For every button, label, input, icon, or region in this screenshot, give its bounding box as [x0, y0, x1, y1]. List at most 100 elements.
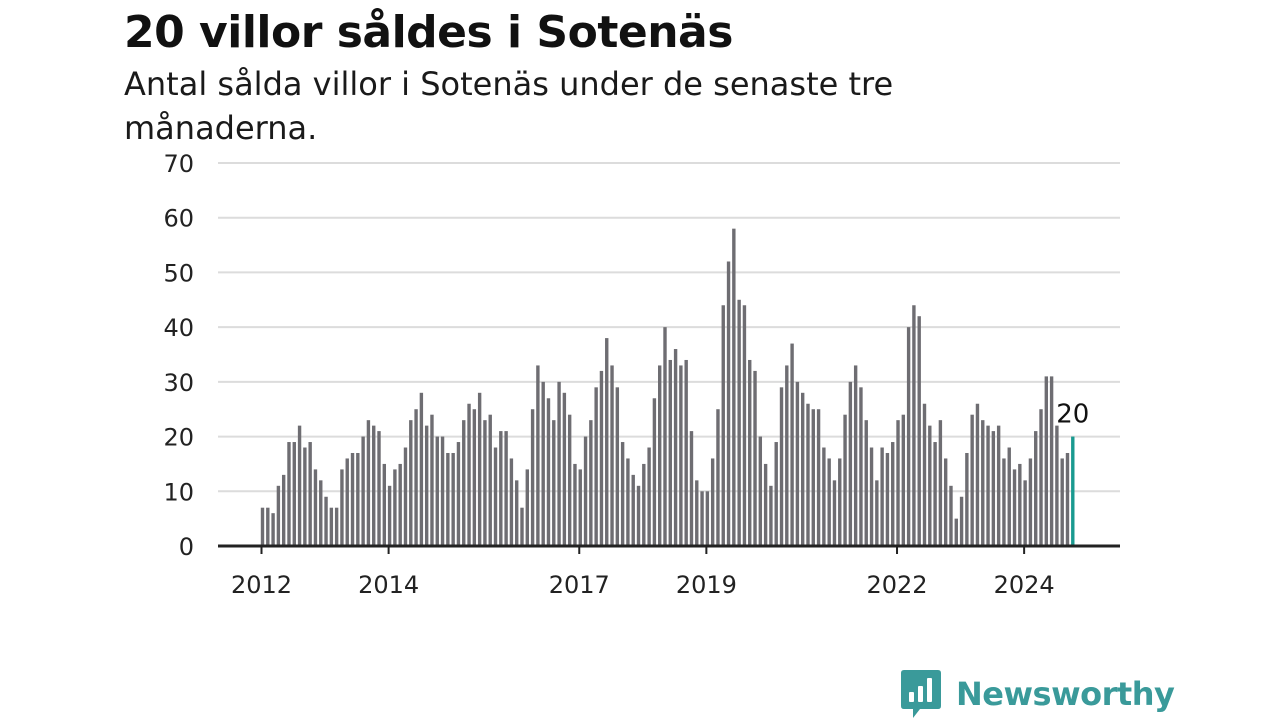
bar: [515, 480, 519, 546]
bar: [292, 442, 296, 546]
bar: [382, 463, 387, 546]
bar: [271, 513, 275, 546]
y-tick-label: 70: [163, 150, 194, 178]
bar: [732, 228, 736, 546]
bar: [1060, 458, 1064, 546]
bar: [959, 496, 964, 546]
bar: [409, 420, 413, 546]
bar: [981, 420, 985, 546]
bar: [456, 442, 461, 546]
bar: [594, 387, 598, 546]
bar: [329, 507, 334, 546]
bar: [504, 431, 508, 546]
bar: [642, 463, 646, 546]
brand-name: Newsworthy: [956, 675, 1175, 713]
bar: [620, 442, 625, 546]
bar: [430, 414, 434, 546]
bar: [366, 420, 371, 546]
bar: [848, 381, 853, 546]
bar: [334, 507, 339, 546]
bar: [954, 518, 958, 546]
bar: [345, 458, 349, 546]
bar: [636, 485, 641, 546]
bar: [1002, 458, 1006, 546]
bar: [996, 425, 1001, 546]
bar: [753, 370, 757, 546]
bar: [1049, 376, 1054, 546]
bar: [769, 485, 773, 546]
bar: [742, 305, 747, 546]
bar: [965, 452, 969, 546]
bar: [297, 425, 302, 546]
bar: [933, 442, 937, 546]
bar: [975, 403, 980, 546]
bar: [917, 316, 921, 546]
chart-bubble-icon: [901, 670, 941, 718]
bar: [652, 398, 657, 546]
bar: [658, 365, 662, 546]
bar: [589, 420, 593, 546]
bar: [663, 327, 667, 546]
bar: [922, 403, 927, 546]
bar: [1044, 376, 1049, 546]
bar: [440, 436, 445, 546]
bar: [419, 392, 424, 546]
bar: [1055, 425, 1059, 546]
bar: [403, 447, 408, 546]
bar: [260, 507, 265, 546]
bar: [605, 338, 609, 546]
y-tick-label: 40: [163, 314, 194, 342]
bar: [986, 425, 990, 546]
bar: [615, 387, 620, 546]
bar: [626, 458, 630, 546]
bar: [372, 425, 376, 546]
bar: [864, 420, 868, 546]
bar: [520, 507, 524, 546]
bar: [800, 392, 805, 546]
bar: [546, 398, 551, 546]
bar: [748, 359, 752, 546]
y-tick-label: 10: [163, 478, 194, 506]
bar: [1018, 463, 1022, 546]
newsworthy-logo: Newsworthy: [900, 668, 1175, 720]
bar: [763, 463, 768, 546]
bar: [838, 458, 842, 546]
x-tick-label: 2019: [676, 571, 737, 599]
bar: [790, 343, 794, 546]
bar: [806, 403, 810, 546]
y-tick-label: 50: [163, 259, 194, 287]
bar: [350, 452, 355, 546]
bar: [827, 458, 831, 546]
bar: [483, 420, 487, 546]
bar: [313, 469, 318, 546]
bar: [700, 491, 704, 546]
bar: [451, 452, 455, 546]
bar-latest: [1071, 436, 1075, 546]
bar: [684, 359, 688, 546]
bar: [536, 365, 540, 546]
chart-title: 20 villor såldes i Sotenäs: [124, 7, 733, 58]
bar: [679, 365, 683, 546]
bar: [308, 442, 312, 546]
x-tick-label: 2022: [866, 571, 927, 599]
bar: [668, 359, 672, 546]
bar: [324, 496, 328, 546]
latest-value-label: 20: [1056, 400, 1089, 430]
y-tick-label: 20: [163, 424, 194, 452]
bar: [1039, 409, 1043, 546]
bar: [880, 447, 884, 546]
x-tick-label: 2017: [549, 571, 610, 599]
bar: [896, 420, 900, 546]
bar: [1034, 431, 1038, 546]
y-tick-label: 30: [163, 369, 194, 397]
bars: [260, 228, 1075, 546]
bar: [552, 420, 556, 546]
bar: [488, 414, 492, 546]
bar: [356, 452, 360, 546]
bar: [472, 409, 477, 546]
bar: [726, 261, 731, 546]
bar: [398, 463, 402, 546]
bar: [1028, 458, 1033, 546]
bar: [578, 469, 582, 546]
